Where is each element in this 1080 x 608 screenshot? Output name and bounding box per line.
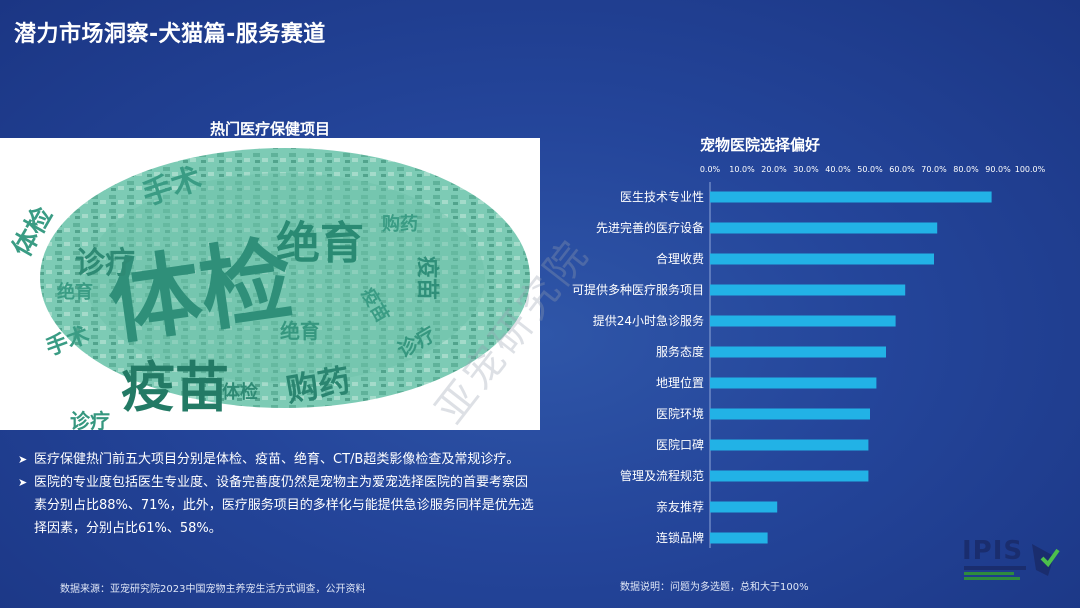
x-tick-label: 70.0% (921, 165, 947, 174)
bar (710, 284, 906, 296)
category-label: 地理位置 (656, 375, 704, 390)
chart-note: 数据说明：问题为多选题，总和大于100% (620, 582, 809, 593)
wordcloud-word: 疫苗 (121, 356, 229, 419)
x-tick-label: 20.0% (761, 165, 787, 174)
category-label: 连锁品牌 (656, 530, 704, 545)
bar (710, 191, 992, 203)
category-label: 可提供多种医疗服务项目 (572, 282, 704, 297)
bar (710, 439, 869, 451)
bar (710, 253, 934, 265)
wordcloud-word: 诊疗 (75, 246, 135, 281)
category-label: 医院环境 (656, 406, 704, 421)
wordcloud-word: 购药 (382, 213, 418, 235)
page-title: 潜力市场洞察-犬猫篇-服务赛道 (14, 22, 326, 47)
x-tick-label: 80.0% (953, 165, 979, 174)
chart-title: 宠物医院选择偏好 (700, 136, 821, 154)
bullet-arrow-icon: ➤ (18, 453, 28, 466)
category-label: 合理收费 (656, 251, 704, 266)
x-tick-label: 50.0% (857, 165, 883, 174)
bar (710, 346, 886, 358)
category-label: 医院口碑 (656, 437, 704, 452)
bar (710, 470, 869, 482)
category-label: 亲友推荐 (656, 500, 704, 514)
bar (710, 501, 778, 513)
bar-chart: 0.0% 10.0% 20.0% 30.0% 40.0% 50.0% 60.0% 70.0% 8… (572, 165, 1046, 548)
x-tick-label: 100.0% (1015, 165, 1046, 174)
data-source: 数据来源：亚宠研究院2023中国宠物主养宠生活方式调查，公开资料 (60, 584, 366, 595)
wordcloud-title: 热门医疗保健项目 (209, 120, 330, 138)
bullet-list: ➤ 医疗保健热门前五大项目分别是体检、疫苗、绝育、CT/B超类影像检查及常规诊疗… (18, 448, 538, 540)
category-label: 服务态度 (656, 344, 704, 359)
bar (710, 222, 938, 234)
category-label: 提供24小时急诊服务 (593, 313, 704, 328)
logo-text: IPIS (962, 536, 1024, 566)
wordcloud-word: 体检 (222, 381, 258, 403)
bar (710, 532, 768, 544)
logo-mark-icon (964, 544, 1060, 580)
wordcloud-word: 绝育 (280, 319, 320, 343)
category-label: 管理及流程规范 (620, 468, 704, 483)
wordcloud-word: 手术 (43, 323, 93, 362)
bar (710, 315, 896, 327)
x-tick-label: 30.0% (793, 165, 819, 174)
bullet-text: 医院的专业度包括医生专业度、设备完善度仍然是宠物主为爱宠选择医院的首要考察因素分… (34, 475, 534, 536)
wordcloud-word: 疫苗 (414, 256, 440, 300)
wordcloud-word: 绝育 (276, 218, 364, 269)
bar (710, 377, 877, 389)
x-tick-label: 60.0% (889, 165, 915, 174)
x-tick-label: 40.0% (825, 165, 851, 174)
bullet-text: 医疗保健热门前五大项目分别是体检、疫苗、绝育、CT/B超类影像检查及常规诊疗。 (34, 452, 520, 467)
wordcloud-image: 体检 疫苗 绝育 手术 诊疗 购药 体检 疫苗 绝育 手术 诊疗 诊疗 疫苗 体检 购药 绝育 (0, 138, 540, 430)
category-label: 先进完善的医疗设备 (596, 220, 704, 235)
wordcloud-word: 体检 (102, 226, 299, 358)
ipis-logo: IPIS (962, 536, 1062, 596)
wordcloud-word: 绝育 (57, 281, 93, 303)
bar (710, 408, 870, 420)
bullet-item: ➤ 医疗保健热门前五大项目分别是体检、疫苗、绝育、CT/B超类影像检查及常规诊疗… (18, 448, 538, 471)
bullet-item: ➤ 医院的专业度包括医生专业度、设备完善度仍然是宠物主为爱宠选择医院的首要考察因… (18, 471, 538, 540)
wordcloud-word: 诊疗 (70, 409, 110, 430)
x-tick-label: 10.0% (729, 165, 755, 174)
bullet-arrow-icon: ➤ (18, 476, 28, 489)
x-tick-label: 0.0% (700, 165, 721, 174)
category-label: 医生技术专业性 (620, 189, 704, 204)
x-tick-label: 90.0% (985, 165, 1011, 174)
